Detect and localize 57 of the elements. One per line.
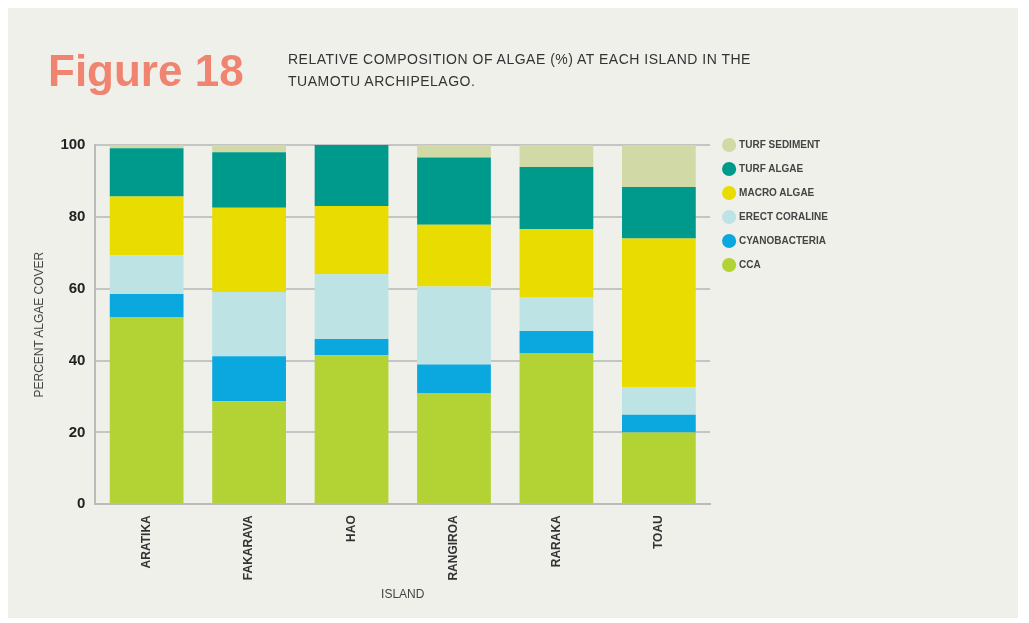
x-tick-label: RANGIROA: [446, 514, 461, 581]
bar: [519, 353, 594, 504]
bar: [212, 207, 286, 292]
bar: [519, 296, 594, 332]
bar: [109, 145, 184, 149]
bar: [417, 145, 491, 158]
bar: [519, 331, 594, 354]
legend-label: TURF ALGAE: [739, 162, 804, 174]
legend-label: CCA: [739, 258, 761, 270]
bar: [519, 145, 594, 167]
bar: [417, 392, 491, 504]
legend-label: ERECT CORALINE: [739, 210, 829, 222]
bar: [109, 255, 184, 295]
bar: [622, 432, 696, 504]
y-tick-label: 20: [68, 422, 86, 440]
bar: [417, 286, 491, 365]
bar: [212, 401, 286, 504]
legend-label: CYANOBACTERIA: [739, 234, 826, 246]
x-tick-label: FAKARAVA: [241, 514, 256, 581]
bar: [314, 145, 389, 207]
chart-subtitle: RELATIVE COMPOSITION OF ALGAE (%) AT EACH ISLAND IN THE TUAMOTU ARCHIPELAGO.: [288, 50, 752, 91]
bar: [622, 387, 696, 415]
bar: [519, 229, 594, 297]
bar: [109, 294, 184, 318]
bar: [212, 152, 286, 208]
bar: [109, 317, 184, 504]
bar: [622, 187, 696, 239]
bar: [314, 206, 389, 275]
y-tick-label: 60: [68, 278, 86, 296]
x-tick-label: TOAU: [651, 515, 666, 550]
bar: [212, 356, 286, 402]
x-tick-label: HAO: [343, 515, 358, 542]
y-tick-label: 100: [60, 135, 86, 153]
bar: [519, 166, 594, 230]
bar: [212, 145, 286, 153]
x-tick-label: ARATIKA: [138, 514, 153, 569]
x-tick-label: RARAKA: [548, 514, 563, 568]
y-axis-title: PERCENT ALGAE COVER: [31, 251, 46, 398]
bar: [622, 414, 696, 433]
bar: [622, 145, 696, 188]
bar: [417, 157, 491, 225]
chart-title: Figure 18: [48, 46, 244, 96]
legend-label: MACRO ALGAE: [739, 186, 815, 198]
y-tick-label: 40: [68, 350, 86, 368]
bar: [314, 339, 389, 356]
legend-label: TURF SEDIMENT: [739, 138, 821, 150]
bar: [417, 364, 491, 393]
y-tick-label: 0: [77, 494, 86, 512]
bar: [109, 196, 184, 256]
bar: [212, 291, 286, 357]
bar: [314, 355, 389, 504]
bar: [417, 224, 491, 287]
bar: [622, 238, 696, 388]
y-tick-label: 80: [68, 206, 86, 224]
bar: [314, 274, 389, 340]
bar: [109, 148, 184, 197]
x-axis-title: ISLAND: [381, 587, 425, 602]
